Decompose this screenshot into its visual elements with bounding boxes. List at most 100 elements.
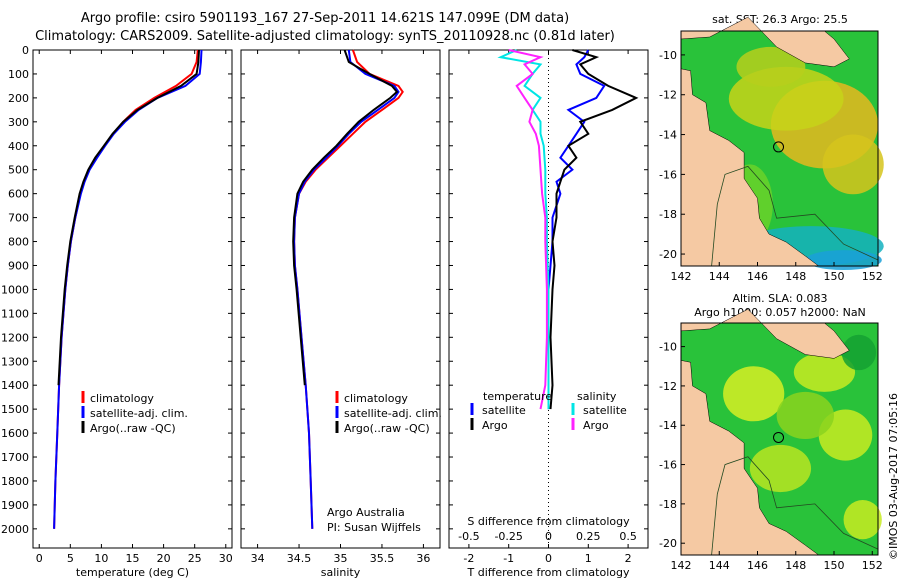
figure-title-line1: Argo profile: csiro 5901193_167 27-Sep-2… xyxy=(80,11,570,26)
map-lon-tick-label: 142 xyxy=(671,270,692,283)
map-lon-tick-label: 144 xyxy=(709,270,730,283)
y-tick-label: 1600 xyxy=(1,427,29,440)
legend-label: satellite xyxy=(482,404,526,417)
x-tick-label: 1 xyxy=(585,552,592,565)
sst-isobath-line xyxy=(711,165,879,267)
series-line-satellite-adj-clim- xyxy=(293,49,400,529)
y-tick-label: 1000 xyxy=(1,283,29,296)
s-tick-label: 0.5 xyxy=(619,530,637,543)
x-tick-label: 35.5 xyxy=(370,552,395,565)
sla-field-blob xyxy=(793,352,856,392)
map-lat-tick-label: -12 xyxy=(659,89,677,102)
sst-new-guinea-land xyxy=(680,16,850,68)
x-tick-label: 36 xyxy=(416,552,430,565)
map-lat-tick-label: -20 xyxy=(659,537,677,550)
x-tick-label: -2 xyxy=(463,552,474,565)
y-tick-label: 1400 xyxy=(1,379,29,392)
x-tick-label: 20 xyxy=(157,552,171,565)
panel-frame-0 xyxy=(32,49,233,549)
y-tick-label: 800 xyxy=(8,236,29,249)
x-tick-label: 5 xyxy=(67,552,74,565)
s-tick-label: -0.25 xyxy=(494,530,522,543)
legend-label: climatology xyxy=(90,392,154,405)
x-tick-label: 0 xyxy=(545,552,552,565)
map-lat-tick-label: -18 xyxy=(659,498,677,511)
y-tick-label: 300 xyxy=(8,116,29,129)
series-line-argo xyxy=(292,49,399,386)
map-lat-tick-label: -10 xyxy=(659,341,677,354)
temperature-axis-label: temperature (deg C) xyxy=(76,566,189,579)
map-lon-tick-label: 146 xyxy=(747,559,768,572)
sla-field-blob xyxy=(723,366,785,422)
figure-title-line2: Climatology: CARS2009. Satellite-adjuste… xyxy=(35,29,615,44)
x-tick-label: -1 xyxy=(503,552,514,565)
map-lat-tick-label: -18 xyxy=(659,208,677,221)
legend-label: satellite-adj. clim. xyxy=(90,407,188,420)
sla-australia-land xyxy=(680,360,820,556)
series-line-satellite-adj-clim- xyxy=(53,49,203,529)
panel-frame-1 xyxy=(240,49,441,549)
legend-title-salinity: salinity xyxy=(577,390,617,403)
legend-label: satellite xyxy=(583,404,627,417)
x-tick-label: 15 xyxy=(126,552,140,565)
argo-australia-label: Argo Australia xyxy=(327,506,405,519)
series-line-t-argo xyxy=(549,49,639,410)
salinity-axis-label: salinity xyxy=(321,566,361,579)
legend-title-temperature: temperature xyxy=(483,390,552,403)
x-tick-label: 10 xyxy=(94,552,108,565)
map-lon-tick-label: 152 xyxy=(862,559,883,572)
legend-label: climatology xyxy=(344,392,408,405)
y-tick-label: 2000 xyxy=(1,523,29,536)
sst-australia-land xyxy=(680,68,820,267)
map-lon-tick-label: 142 xyxy=(671,559,692,572)
s-tick-label: -0.5 xyxy=(458,530,479,543)
t-axis-label: T difference from climatology xyxy=(467,566,630,579)
y-tick-label: 100 xyxy=(8,68,29,81)
sst-field-blob xyxy=(805,250,882,270)
sla-field-blob xyxy=(749,444,812,493)
map-lon-tick-label: 150 xyxy=(824,559,845,572)
series-line-argo xyxy=(57,49,200,386)
y-tick-label: 700 xyxy=(8,212,29,225)
sst-map-group xyxy=(680,16,884,270)
sst-field-blob xyxy=(822,134,884,195)
map-lon-tick-label: 152 xyxy=(862,270,883,283)
sla-map-title-line1: Altim. SLA: 0.083 xyxy=(732,292,828,305)
y-tick-label: 400 xyxy=(8,140,29,153)
y-tick-label: 500 xyxy=(8,164,29,177)
legend-label: Argo(..raw -QC) xyxy=(90,422,176,435)
y-tick-label: 1100 xyxy=(1,307,29,320)
y-tick-label: 0 xyxy=(22,44,29,57)
map-lat-tick-label: -14 xyxy=(659,129,677,142)
y-tick-label: 1500 xyxy=(1,403,29,416)
x-tick-label: 2 xyxy=(625,552,632,565)
x-tick-label: 25 xyxy=(188,552,202,565)
series-line-s-argo xyxy=(508,49,548,410)
map-lon-tick-label: 148 xyxy=(785,270,806,283)
s-tick-label: 0 xyxy=(545,530,552,543)
sst-map-frame xyxy=(680,30,879,267)
series-line-t-satellite xyxy=(547,49,606,410)
x-tick-label: 34.5 xyxy=(287,552,312,565)
map-lon-tick-label: 150 xyxy=(824,270,845,283)
s-axis-label: S difference from climatology xyxy=(467,515,630,528)
x-tick-label: 34 xyxy=(251,552,265,565)
y-tick-label: 1300 xyxy=(1,355,29,368)
map-lat-tick-label: -12 xyxy=(659,380,677,393)
s-tick-label: 0.25 xyxy=(576,530,601,543)
sst-argo-position-marker xyxy=(773,141,785,153)
legend-label: Argo(..raw -QC) xyxy=(344,422,430,435)
y-tick-label: 1700 xyxy=(1,451,29,464)
sst-field-blob xyxy=(736,46,806,87)
sla-field-blob xyxy=(843,499,882,540)
sla-new-guinea-land xyxy=(680,308,850,359)
series-line-s-satellite xyxy=(497,49,550,410)
sla-isobath-line xyxy=(711,456,879,556)
y-tick-label: 1800 xyxy=(1,475,29,488)
y-tick-label: 600 xyxy=(8,188,29,201)
map-lon-tick-label: 148 xyxy=(785,559,806,572)
x-tick-label: 30 xyxy=(219,552,233,565)
map-lat-tick-label: -14 xyxy=(659,419,677,432)
sla-map-frame xyxy=(680,322,879,556)
